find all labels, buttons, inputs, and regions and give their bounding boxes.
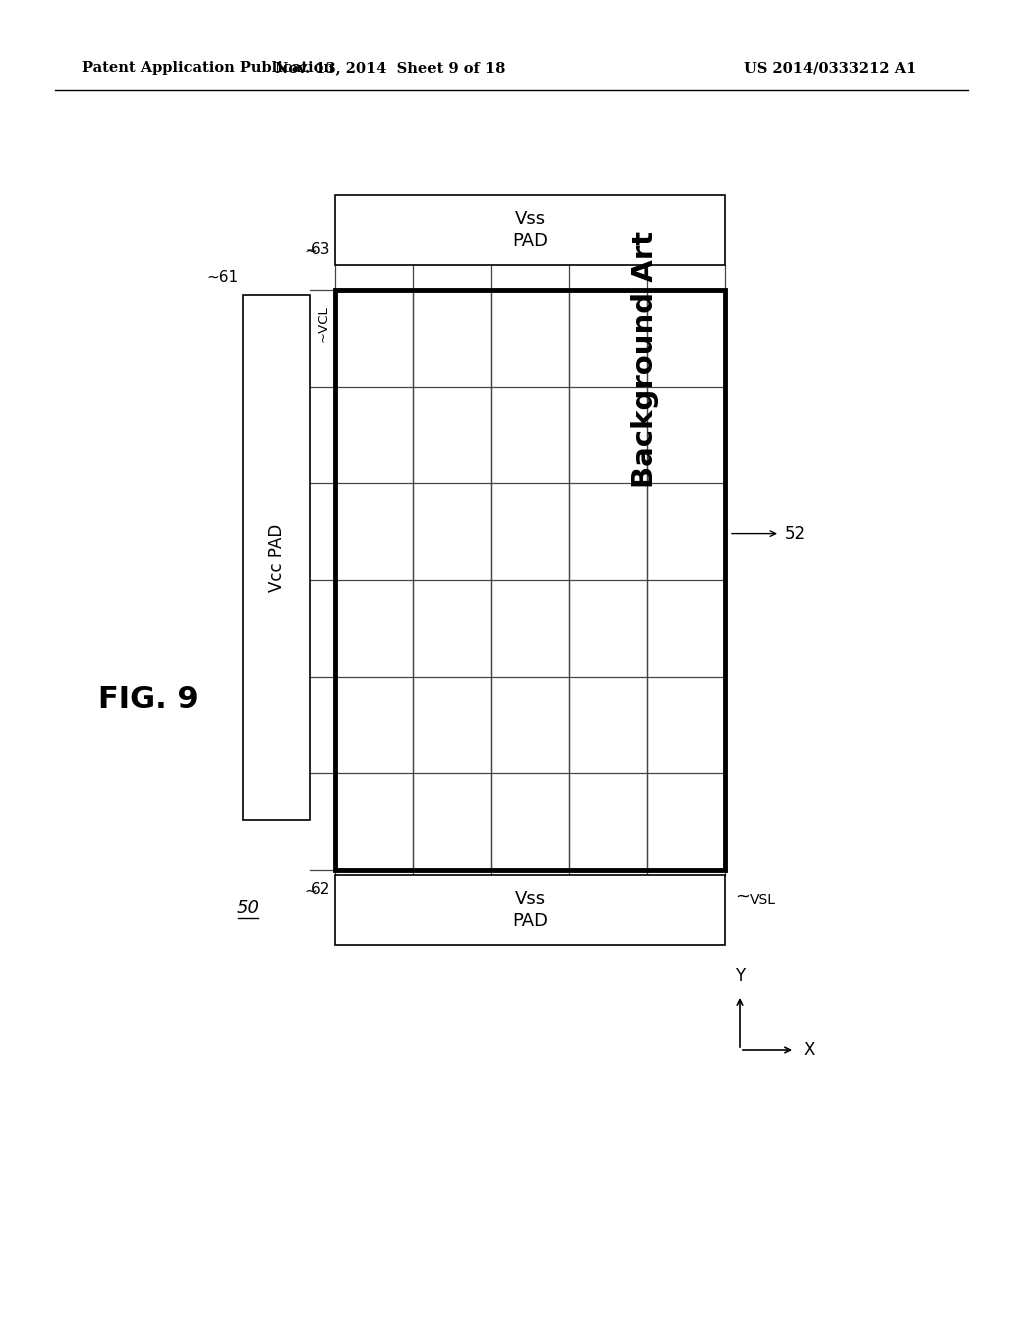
Text: Vss
PAD: Vss PAD xyxy=(512,210,548,249)
Bar xyxy=(335,875,725,945)
Text: FIG. 9: FIG. 9 xyxy=(97,685,199,714)
Text: Patent Application Publication: Patent Application Publication xyxy=(82,61,334,75)
Text: 63: 63 xyxy=(310,243,330,257)
Text: Nov. 13, 2014  Sheet 9 of 18: Nov. 13, 2014 Sheet 9 of 18 xyxy=(274,61,505,75)
Text: ~: ~ xyxy=(304,243,317,259)
Text: Vcc PAD: Vcc PAD xyxy=(267,523,286,591)
Text: X: X xyxy=(803,1041,814,1059)
Text: ~: ~ xyxy=(735,888,750,906)
Text: Y: Y xyxy=(735,968,745,985)
Bar xyxy=(335,290,725,870)
Text: 52: 52 xyxy=(785,524,806,543)
Bar xyxy=(335,195,725,265)
Text: ~61: ~61 xyxy=(207,269,239,285)
Text: Background Art: Background Art xyxy=(631,231,659,488)
Text: ~VCL: ~VCL xyxy=(317,305,330,342)
Text: US 2014/0333212 A1: US 2014/0333212 A1 xyxy=(743,61,916,75)
Text: Vss
PAD: Vss PAD xyxy=(512,890,548,931)
Bar xyxy=(243,294,310,820)
Text: ~: ~ xyxy=(304,883,317,899)
Text: VSL: VSL xyxy=(750,894,776,907)
Text: 62: 62 xyxy=(310,883,330,898)
Text: 50: 50 xyxy=(237,899,259,917)
